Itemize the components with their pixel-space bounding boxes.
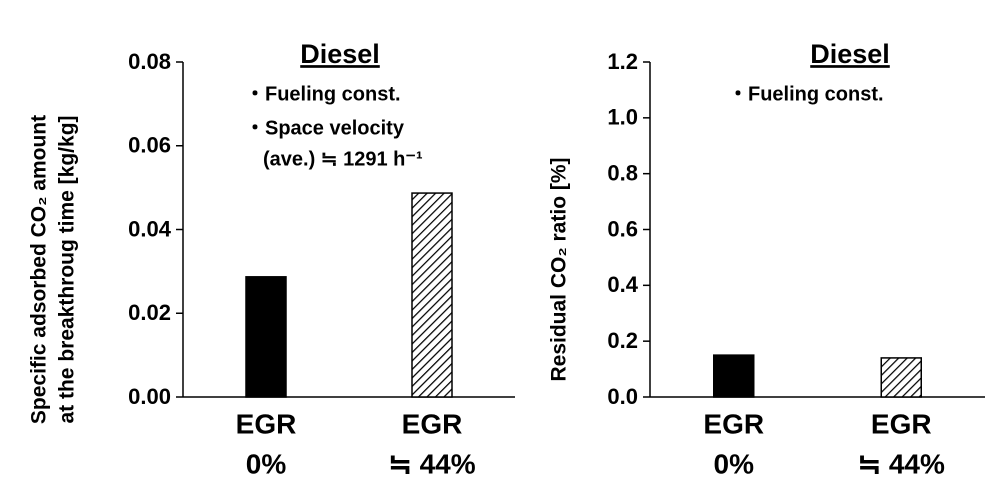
y-tick-label: 0.6 (607, 216, 638, 241)
chart-title: Diesel (810, 39, 890, 69)
x-tick-label: 0% (714, 448, 755, 479)
chart-title: Diesel (300, 39, 380, 69)
x-tick-label: 0% (246, 448, 287, 479)
y-tick-label: 0.2 (607, 328, 638, 353)
bar (411, 192, 453, 398)
y-tick-label: 0.4 (607, 272, 638, 297)
x-tick-label: EGR (703, 408, 764, 439)
x-tick-label: ≒ 44% (388, 448, 475, 479)
y-tick-label: 0.8 (607, 160, 638, 185)
y-tick-label: 0.06 (128, 133, 171, 158)
x-tick-label: ≒ 44% (858, 448, 945, 479)
y-axis-label: Residual CO₂ ratio [%] (548, 157, 571, 381)
y-tick-label: 0.0 (607, 384, 638, 409)
y-axis-label: at the breakthroug time [kg/kg] (56, 115, 79, 423)
y-tick-label: 1.0 (607, 105, 638, 130)
y-axis-label: Specific adsorbed CO₂ amount (28, 115, 51, 424)
x-tick-label: EGR (871, 408, 932, 439)
annotation: ・Space velocity (245, 117, 405, 139)
y-tick-label: 0.04 (128, 216, 172, 241)
annotation: ・Fueling const. (728, 83, 884, 105)
bar (713, 354, 755, 398)
y-tick-label: 1.2 (607, 49, 638, 74)
y-tick-label: 0.02 (128, 300, 171, 325)
bar (245, 276, 287, 398)
x-tick-label: EGR (236, 408, 297, 439)
y-tick-label: 0.08 (128, 49, 171, 74)
x-tick-label: EGR (402, 408, 463, 439)
annotation: ・Fueling const. (245, 83, 401, 105)
bar (880, 357, 922, 398)
annotation: (ave.) ≒ 1291 h⁻¹ (263, 148, 423, 170)
y-tick-label: 0.00 (128, 384, 171, 409)
